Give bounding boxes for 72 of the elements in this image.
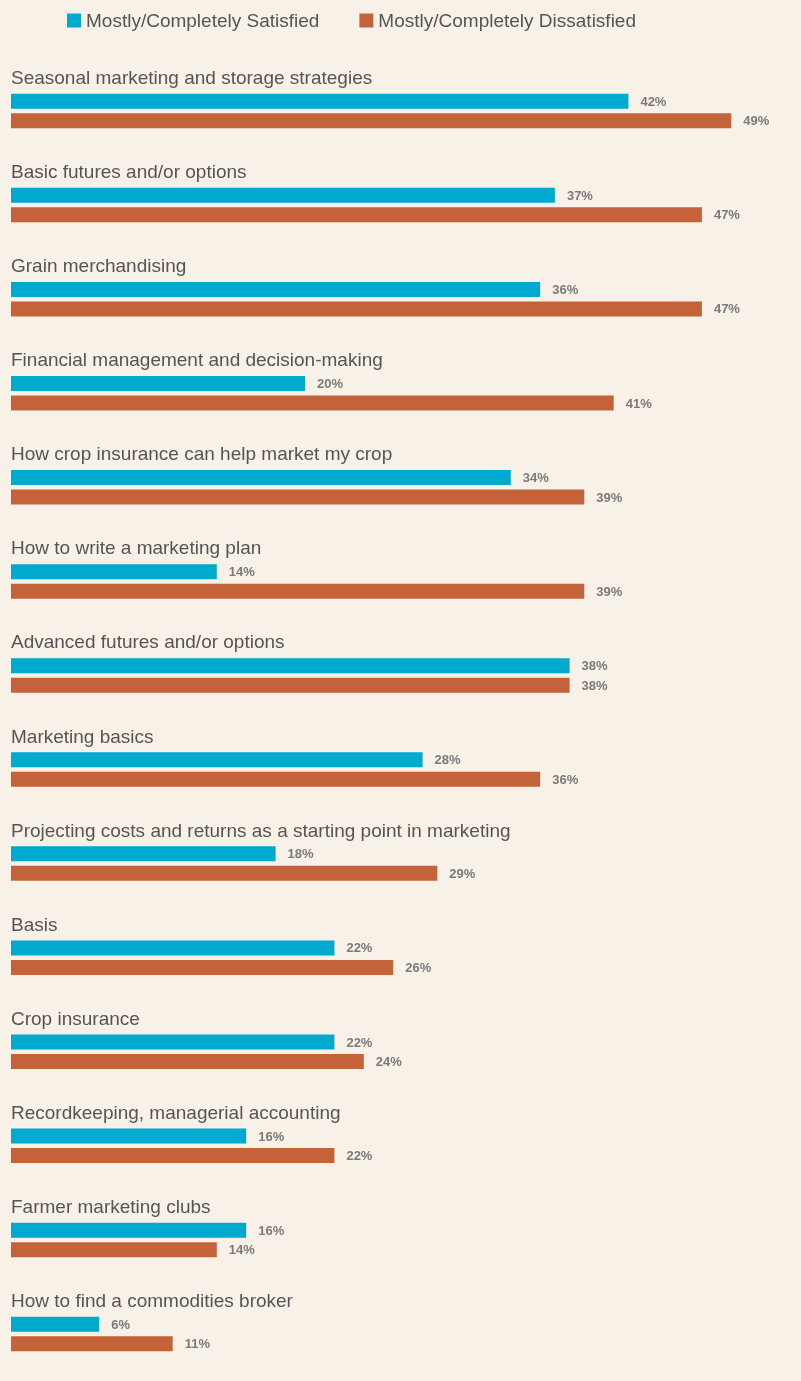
bar xyxy=(11,1316,100,1332)
data-label: 28% xyxy=(434,752,462,768)
y-tick-label: Seasonal marketing and storage strategies xyxy=(11,67,373,89)
bar xyxy=(11,1222,247,1238)
data-label: 49% xyxy=(743,113,770,129)
bar xyxy=(11,771,541,787)
data-label: 34% xyxy=(522,470,550,486)
bar xyxy=(11,376,305,391)
y-tick-label: Financial management and decision-making xyxy=(11,349,383,371)
data-label: 22% xyxy=(346,940,373,956)
bar xyxy=(11,1336,173,1352)
bar xyxy=(11,1128,247,1144)
data-label: 36% xyxy=(552,771,579,787)
bar xyxy=(11,281,541,297)
bar xyxy=(11,564,217,580)
bar xyxy=(11,583,585,599)
data-label: 38% xyxy=(581,677,609,693)
bar xyxy=(11,489,585,505)
bar xyxy=(11,752,423,768)
bar xyxy=(11,470,511,486)
data-label: 24% xyxy=(375,1054,403,1069)
data-label: 47% xyxy=(713,301,741,317)
bar xyxy=(11,959,394,975)
legend-label: Mostly/Completely Satisfied xyxy=(86,10,320,31)
data-label: 16% xyxy=(258,1128,285,1144)
y-tick-label: Recordkeeping, managerial accounting xyxy=(11,1101,341,1123)
bar xyxy=(11,846,276,862)
bar xyxy=(11,1242,217,1258)
data-label: 39% xyxy=(596,583,623,599)
y-tick-label: Crop insurance xyxy=(11,1007,140,1029)
y-tick-label: Advanced futures and/or options xyxy=(11,631,285,653)
bar xyxy=(11,677,570,693)
bar xyxy=(11,395,614,411)
data-label: 16% xyxy=(258,1222,285,1238)
legend-label: Mostly/Completely Dissatisfied xyxy=(378,10,636,31)
y-tick-label: Projecting costs and returns as a starting point in marketing xyxy=(11,819,511,841)
bar xyxy=(11,1034,335,1050)
bar xyxy=(11,1054,364,1069)
bar xyxy=(11,940,335,956)
bar xyxy=(11,207,702,223)
data-label: 14% xyxy=(228,1242,256,1258)
data-label: 29% xyxy=(449,865,476,881)
y-tick-label: How to find a commodities broker xyxy=(11,1289,294,1311)
data-label: 14% xyxy=(228,564,256,580)
bar xyxy=(11,93,629,109)
y-tick-label: Marketing basics xyxy=(11,725,154,747)
y-tick-label: How crop insurance can help market my crop xyxy=(11,443,393,465)
data-label: 42% xyxy=(640,93,667,109)
data-label: 26% xyxy=(405,959,432,975)
y-tick-label: Basic futures and/or options xyxy=(11,161,247,183)
data-label: 11% xyxy=(184,1336,211,1352)
bar xyxy=(11,865,438,881)
bar xyxy=(11,658,570,674)
bar xyxy=(11,301,702,317)
data-label: 22% xyxy=(346,1034,373,1050)
y-tick-label: How to write a marketing plan xyxy=(11,537,262,559)
data-label: 39% xyxy=(596,489,623,505)
bar xyxy=(11,113,732,129)
data-label: 6% xyxy=(111,1316,131,1332)
data-label: 47% xyxy=(713,207,741,223)
bar xyxy=(11,187,555,203)
y-tick-label: Farmer marketing clubs xyxy=(11,1195,211,1217)
data-label: 37% xyxy=(566,187,594,203)
y-tick-label: Grain merchandising xyxy=(11,255,187,277)
data-label: 36% xyxy=(552,281,579,297)
data-label: 20% xyxy=(317,376,344,391)
data-label: 18% xyxy=(287,846,315,862)
data-label: 41% xyxy=(625,395,653,411)
data-label: 38% xyxy=(581,658,609,674)
data-label: 22% xyxy=(346,1148,373,1164)
bar xyxy=(11,1148,335,1164)
y-tick-label: Basis xyxy=(11,913,58,935)
